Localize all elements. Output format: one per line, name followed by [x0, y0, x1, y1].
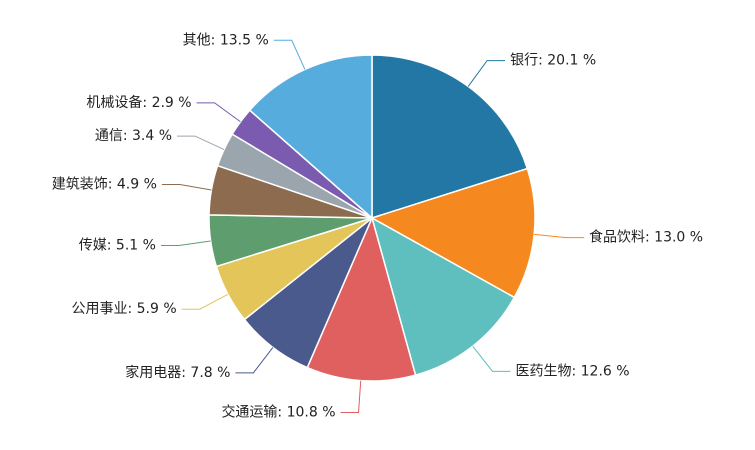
- slice-label: 其他: 13.5 %: [183, 32, 269, 48]
- leader-line: [235, 347, 274, 374]
- leader-line: [472, 345, 511, 372]
- slice-label: 机械设备: 2.9 %: [86, 94, 191, 111]
- slice-label: 家用电器: 7.8 %: [125, 364, 230, 381]
- leader-line: [340, 380, 362, 414]
- pie-slice: [306, 215, 417, 382]
- slice-label: 公用事业: 5.9 %: [71, 301, 176, 317]
- pie-slice: [370, 167, 536, 299]
- leader-line: [181, 293, 229, 310]
- leader-line: [161, 183, 212, 191]
- leader-line: [196, 102, 241, 123]
- slice-label: 交通运输: 10.8 %: [221, 404, 335, 421]
- slice-label: 食品饮料: 13.0 %: [589, 229, 703, 246]
- leader-line: [273, 39, 306, 70]
- slice-label: 传媒: 5.1 %: [79, 237, 156, 253]
- slice-label: 银行: 20.1 %: [510, 53, 596, 69]
- leader-line: [177, 135, 225, 150]
- slice-label: 通信: 3.4 %: [95, 128, 172, 144]
- leader-line: [534, 233, 585, 239]
- slice-label: 医药生物: 12.6 %: [515, 363, 629, 379]
- leader-line: [467, 60, 506, 87]
- pie-slice: [248, 54, 373, 220]
- pie-slice: [370, 216, 516, 377]
- slice-label: 建筑装饰: 4.9 %: [52, 176, 157, 192]
- leader-line: [160, 240, 211, 246]
